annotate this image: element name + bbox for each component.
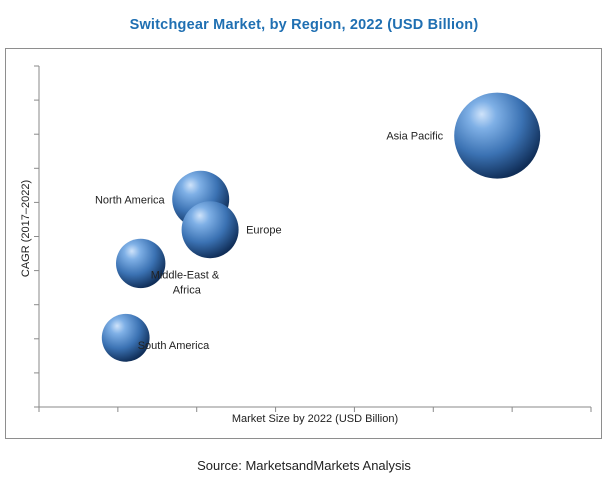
bubble-labels: Asia Pacific North America Europe Middle-Ea… [95, 131, 444, 352]
x-ticks [38, 407, 592, 412]
bubbles [101, 92, 541, 362]
x-axis-label: Market Size by 2022 (USD Billion) [232, 413, 398, 425]
bubble-europe [181, 201, 239, 259]
bubble-south-america [101, 313, 150, 362]
chart-frame [5, 48, 602, 439]
chart-title: Switchgear Market, by Region, 2022 (USD … [129, 17, 479, 33]
y-ticks [34, 65, 39, 408]
source-note: Source: MarketsandMarkets Analysis [197, 458, 411, 473]
y-axis-label: CAGR (2017–2022) [20, 180, 32, 277]
data-label: Middle-East & Africa [151, 269, 220, 296]
data-label: South America [138, 340, 210, 352]
bubble-asia-pacific [454, 92, 541, 179]
axes [34, 65, 592, 412]
data-label: North America [95, 194, 166, 206]
data-label: Asia Pacific [386, 131, 443, 143]
bubble-middle-east-africa [116, 238, 166, 289]
data-label: Europe [246, 225, 281, 237]
